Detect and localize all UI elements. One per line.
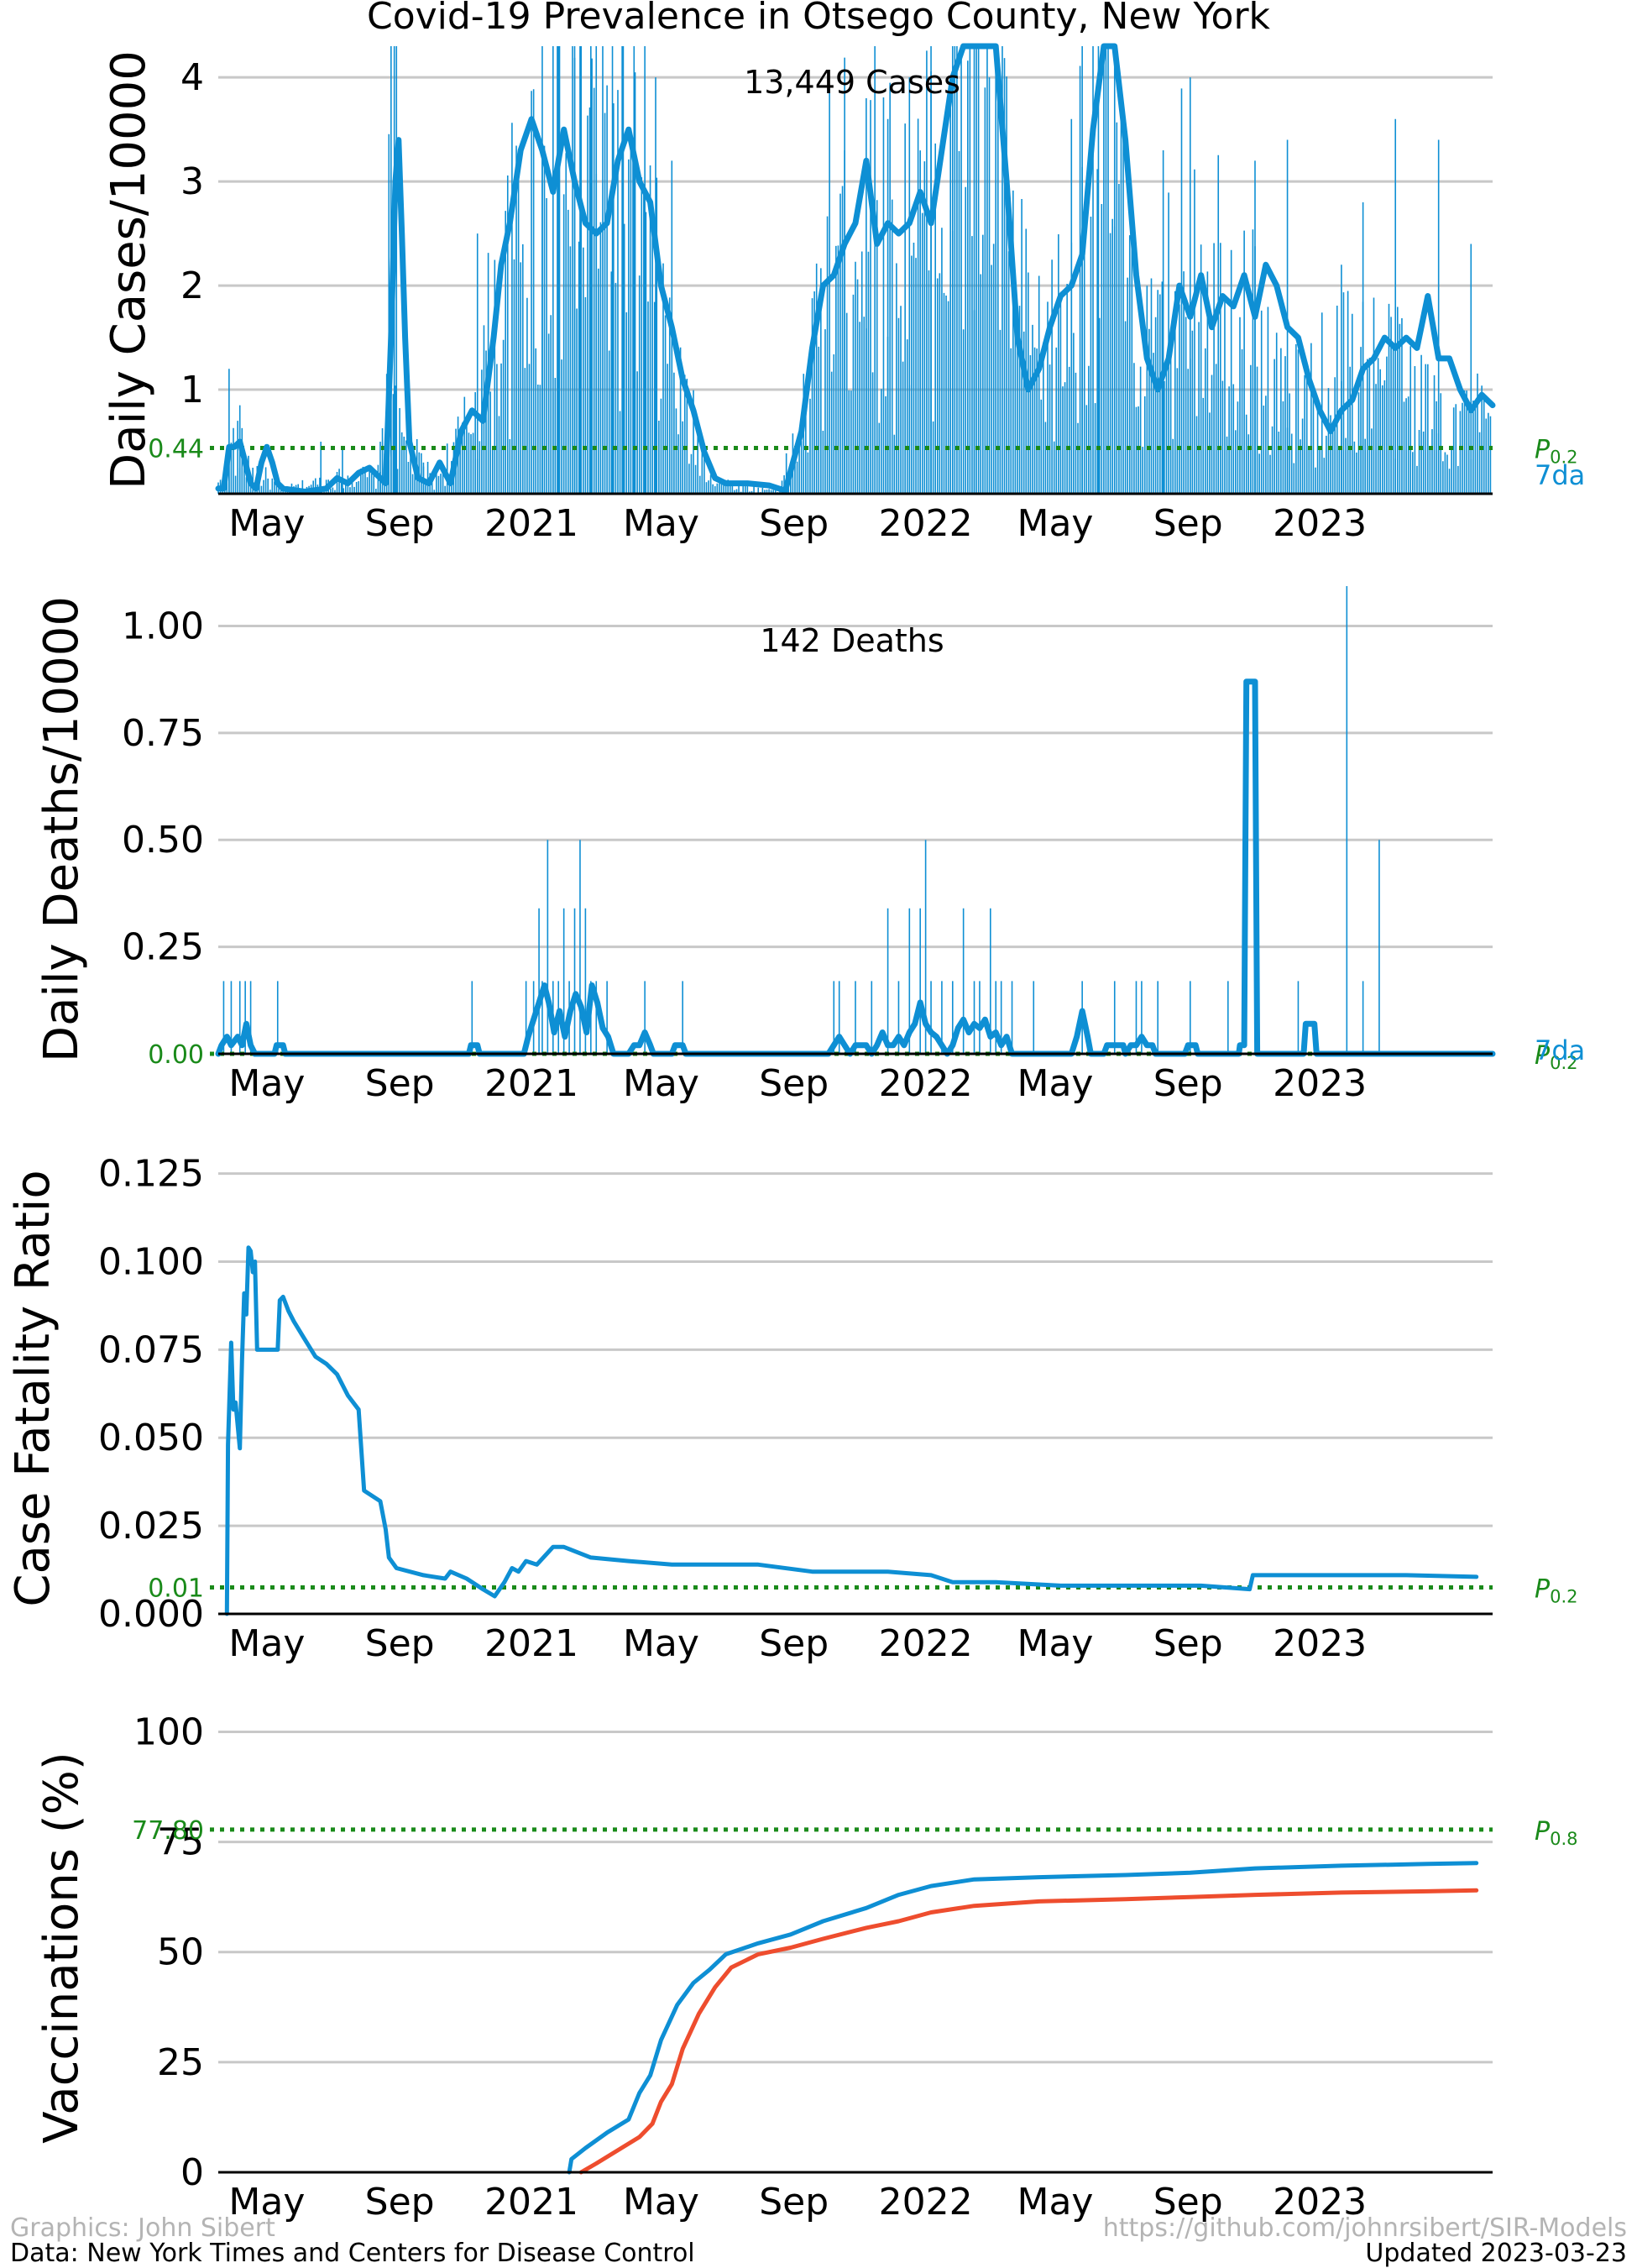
panel-cfr: 0.000 0.025 0.050 0.075 0.100 0.125 Case Fatal…	[6, 1153, 1578, 1665]
y-tick-label: 1.00	[122, 605, 204, 647]
x-tick-label: May	[228, 1622, 305, 1665]
y-tick-label: 4	[180, 56, 204, 99]
x-tick-label: Sep	[759, 2181, 829, 2223]
x-tick-label: Sep	[759, 1622, 829, 1665]
reference-value-label: 77.80	[132, 1816, 204, 1846]
y-tick-label: 0.050	[98, 1417, 204, 1459]
x-tick-label: Sep	[1153, 502, 1223, 545]
panel-vaccinations: 0 25 50 75 100 Vaccinations (%) 77.80 P0.8 May Se…	[34, 1710, 1578, 2223]
y-tick-label: 75	[157, 1821, 204, 1864]
reference-value-label: 0.00	[148, 1040, 204, 1070]
y-axis-label: Case Fatality Ratio	[6, 1170, 60, 1606]
cfr-line	[224, 1245, 1479, 1616]
reference-value-label: 0.44	[148, 434, 204, 464]
y-tick-label: 0.50	[122, 819, 204, 862]
y-tick-label: 100	[133, 1710, 204, 1753]
x-tick-label: Sep	[1153, 1622, 1223, 1665]
x-tick-label: Sep	[759, 502, 829, 545]
x-tick-label: May	[623, 1622, 699, 1665]
footer-graphics-credit: Graphics: John Sibert	[10, 2213, 275, 2243]
x-tick-label: 2022	[879, 502, 973, 545]
x-tick-label: 2022	[879, 2181, 973, 2223]
x-tick-label: 2023	[1273, 1622, 1367, 1665]
footer-updated-date: Updated 2023-03-23	[1365, 2239, 1627, 2268]
y-axis-label: Daily Deaths/10000	[34, 596, 89, 1062]
x-tick-label: May	[1017, 502, 1094, 545]
seven-day-average-line	[215, 678, 1496, 1057]
y-tick-label: 0	[180, 2151, 204, 2194]
y-tick-label: 25	[157, 2041, 204, 2084]
panel-annotation: 142 Deaths	[760, 622, 944, 659]
series-label: 7da	[1535, 1034, 1585, 1066]
x-tick-label: May	[1017, 1622, 1094, 1665]
figure-title: Covid-19 Prevalence in Otsego County, Ne…	[367, 0, 1271, 38]
panel-deaths: 0.25 0.50 0.75 1.00 Daily Deaths/10000 0.00 P0…	[34, 586, 1585, 1105]
x-tick-label: 2021	[484, 1062, 578, 1105]
x-tick-label: May	[1017, 1062, 1094, 1105]
reference-tag: P0.2	[1535, 1575, 1578, 1607]
x-tick-label: 2021	[484, 502, 578, 545]
y-tick-label: 0.100	[98, 1240, 204, 1283]
footer-data-source: Data: New York Times and Centers for Dis…	[10, 2239, 695, 2268]
x-tick-label: May	[623, 1062, 699, 1105]
y-axis-label: Daily Cases/10000	[102, 50, 156, 490]
x-tick-label: May	[1017, 2181, 1094, 2223]
y-tick-label: 0.075	[98, 1328, 204, 1371]
x-tick-label: 2022	[879, 1622, 973, 1665]
reference-tag: P0.2	[1535, 1041, 1578, 1073]
y-tick-label: 0.125	[98, 1153, 204, 1196]
x-tick-label: 2021	[484, 1622, 578, 1665]
x-tick-label: May	[623, 502, 699, 545]
y-tick-label: 50	[157, 1931, 204, 1974]
reference-tag: P0.8	[1535, 1817, 1578, 1849]
x-tick-label: Sep	[365, 1622, 435, 1665]
x-tick-label: 2022	[879, 1062, 973, 1105]
y-tick-label: 1	[180, 369, 204, 411]
y-tick-label: 0.25	[122, 926, 204, 969]
x-tick-label: May	[228, 1062, 305, 1105]
y-axis-label: Vaccinations (%)	[34, 1752, 89, 2143]
x-tick-label: 2023	[1273, 502, 1367, 545]
x-tick-label: May	[228, 502, 305, 545]
x-tick-label: 2023	[1273, 2181, 1367, 2223]
x-tick-label: Sep	[1153, 1062, 1223, 1105]
seven-day-average-line	[215, 43, 1496, 495]
reference-value-label: 0.01	[148, 1574, 204, 1604]
x-tick-label: Sep	[365, 1062, 435, 1105]
vaccination-blue-line	[567, 1861, 1479, 2175]
y-tick-label: 0.000	[98, 1593, 204, 1636]
x-tick-label: Sep	[1153, 2181, 1223, 2223]
reference-tag: P0.2	[1535, 435, 1578, 467]
y-tick-label: 0.025	[98, 1505, 204, 1548]
vaccination-red-line	[578, 1888, 1479, 2175]
y-tick-label: 3	[180, 160, 204, 203]
series-label: 7da	[1535, 459, 1585, 491]
panel-annotation: 13,449 Cases	[744, 64, 960, 101]
x-tick-label: May	[228, 2181, 305, 2223]
x-tick-label: 2023	[1273, 1062, 1367, 1105]
x-tick-label: Sep	[365, 502, 435, 545]
x-tick-label: Sep	[365, 2181, 435, 2223]
y-tick-label: 0.75	[122, 712, 204, 755]
x-tick-label: Sep	[759, 1062, 829, 1105]
footer-repo-url: https://github.com/johnrsibert/SIR-Model…	[1102, 2213, 1627, 2243]
x-tick-label: May	[623, 2181, 699, 2223]
x-tick-label: 2021	[484, 2181, 578, 2223]
y-tick-label: 2	[180, 265, 204, 307]
